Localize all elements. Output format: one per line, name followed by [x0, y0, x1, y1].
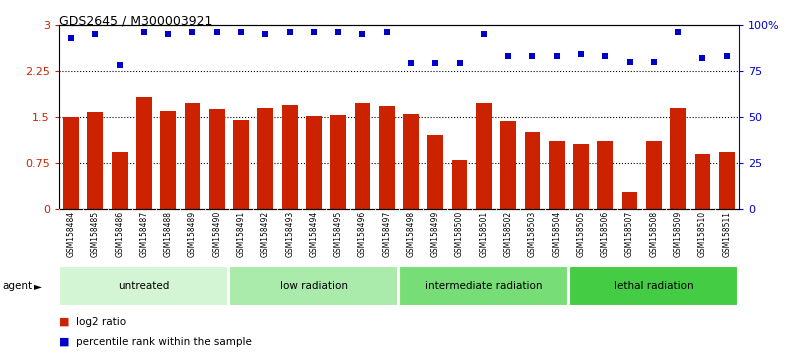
Text: GSM158494: GSM158494	[310, 211, 318, 257]
Text: ►: ►	[34, 281, 42, 291]
Text: GSM158487: GSM158487	[139, 211, 149, 257]
Point	[405, 61, 417, 66]
Bar	[233, 120, 249, 209]
Text: GSM158502: GSM158502	[504, 211, 512, 257]
Bar	[719, 153, 735, 209]
Point	[162, 31, 174, 37]
FancyBboxPatch shape	[569, 266, 738, 306]
Text: GSM158499: GSM158499	[431, 211, 440, 257]
Text: GSM158489: GSM158489	[188, 211, 197, 257]
Bar	[330, 115, 346, 209]
Bar	[354, 103, 370, 209]
Bar	[573, 144, 589, 209]
Text: GSM158498: GSM158498	[406, 211, 416, 257]
Bar	[695, 154, 711, 209]
Bar	[428, 135, 443, 209]
Text: lethal radiation: lethal radiation	[614, 281, 694, 291]
Text: ■: ■	[59, 337, 69, 347]
Point	[356, 31, 369, 37]
Bar	[209, 109, 225, 209]
Bar	[670, 108, 686, 209]
Text: GSM158501: GSM158501	[479, 211, 488, 257]
Point	[429, 61, 442, 66]
Text: GSM158495: GSM158495	[334, 211, 343, 257]
Bar	[63, 117, 79, 209]
Point	[648, 59, 660, 64]
Text: agent: agent	[2, 281, 32, 291]
Text: GSM158496: GSM158496	[358, 211, 367, 257]
Bar	[524, 132, 540, 209]
Bar	[403, 114, 419, 209]
Point	[307, 29, 320, 35]
Text: GSM158492: GSM158492	[261, 211, 270, 257]
Point	[113, 62, 126, 68]
Point	[454, 61, 466, 66]
Point	[721, 53, 733, 59]
Point	[526, 53, 538, 59]
Bar	[185, 103, 200, 209]
Text: low radiation: low radiation	[280, 281, 348, 291]
Point	[259, 31, 272, 37]
Text: GSM158484: GSM158484	[67, 211, 75, 257]
Bar	[306, 116, 321, 209]
Point	[64, 35, 77, 40]
Point	[696, 55, 709, 61]
Point	[623, 59, 636, 64]
Point	[89, 31, 101, 37]
Point	[283, 29, 296, 35]
Text: GSM158500: GSM158500	[455, 211, 464, 257]
Point	[478, 31, 490, 37]
Text: GSM158506: GSM158506	[601, 211, 610, 257]
Text: GDS2645 / M300003921: GDS2645 / M300003921	[59, 14, 212, 27]
Text: GSM158505: GSM158505	[576, 211, 586, 257]
Point	[575, 51, 587, 57]
Bar	[258, 108, 274, 209]
Bar	[379, 106, 395, 209]
FancyBboxPatch shape	[230, 266, 399, 306]
Bar	[87, 112, 103, 209]
Text: GSM158488: GSM158488	[163, 211, 173, 257]
Text: GSM158509: GSM158509	[674, 211, 682, 257]
Text: GSM158493: GSM158493	[285, 211, 294, 257]
Text: GSM158507: GSM158507	[625, 211, 634, 257]
Bar	[646, 141, 662, 209]
Text: untreated: untreated	[118, 281, 170, 291]
Text: percentile rank within the sample: percentile rank within the sample	[76, 337, 252, 347]
Text: GSM158485: GSM158485	[91, 211, 100, 257]
Bar	[281, 104, 298, 209]
Text: GSM158504: GSM158504	[553, 211, 561, 257]
Text: GSM158486: GSM158486	[116, 211, 124, 257]
Text: GSM158497: GSM158497	[382, 211, 391, 257]
Bar	[136, 97, 152, 209]
Bar	[476, 103, 492, 209]
FancyBboxPatch shape	[399, 266, 568, 306]
Point	[672, 29, 685, 35]
Point	[380, 29, 393, 35]
Point	[550, 53, 563, 59]
Text: log2 ratio: log2 ratio	[76, 317, 127, 327]
Point	[186, 29, 199, 35]
Text: GSM158510: GSM158510	[698, 211, 707, 257]
Bar	[112, 152, 127, 209]
Text: intermediate radiation: intermediate radiation	[425, 281, 542, 291]
Text: GSM158503: GSM158503	[528, 211, 537, 257]
Bar	[160, 111, 176, 209]
Text: GSM158508: GSM158508	[649, 211, 659, 257]
Text: ■: ■	[59, 317, 69, 327]
Text: GSM158491: GSM158491	[237, 211, 245, 257]
Point	[211, 29, 223, 35]
Text: GSM158490: GSM158490	[212, 211, 222, 257]
Bar	[500, 120, 516, 209]
Text: GSM158511: GSM158511	[722, 211, 731, 257]
Point	[138, 29, 150, 35]
Bar	[622, 192, 637, 209]
Point	[599, 53, 612, 59]
FancyBboxPatch shape	[60, 266, 229, 306]
Point	[502, 53, 515, 59]
Bar	[597, 141, 613, 209]
Point	[332, 29, 344, 35]
Bar	[549, 141, 564, 209]
Point	[235, 29, 248, 35]
Bar	[452, 160, 468, 209]
